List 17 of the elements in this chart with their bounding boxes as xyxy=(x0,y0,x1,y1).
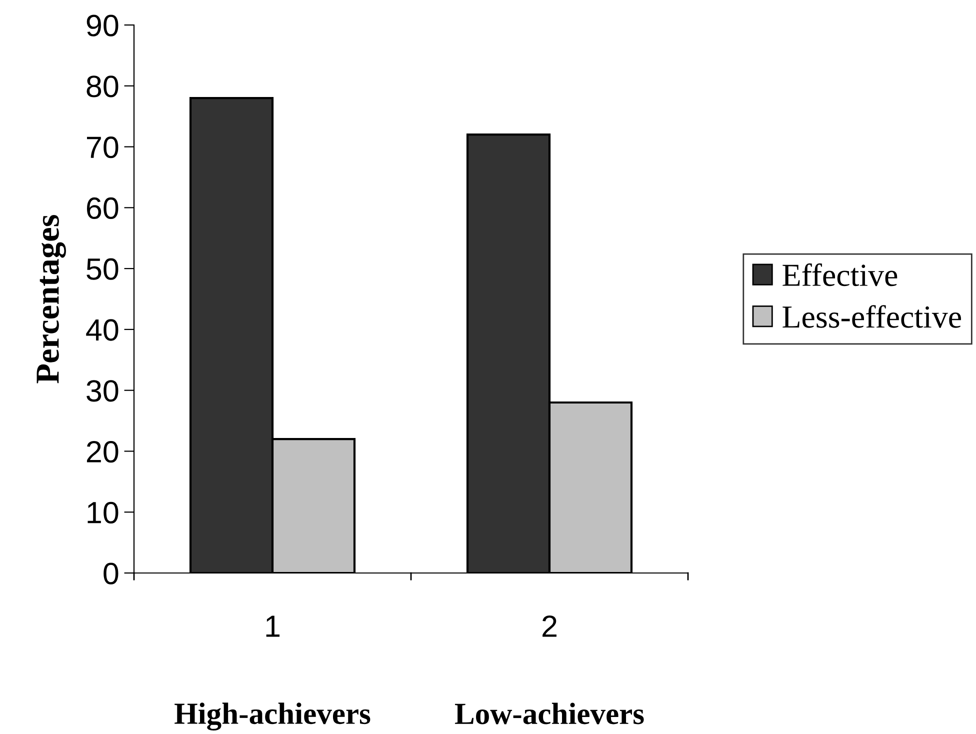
y-tick-label: 80 xyxy=(86,76,118,98)
y-tick-label: 50 xyxy=(86,258,118,280)
x-tick-label: 2 xyxy=(542,615,556,637)
text: Low-achievers xyxy=(454,702,644,724)
legend-label: Less-effective xyxy=(782,305,961,328)
y-tick-label: 60 xyxy=(86,197,118,220)
legend-label: Effective xyxy=(782,263,898,286)
y-tick-label: 40 xyxy=(86,319,118,341)
y-tick-label: 30 xyxy=(86,380,118,402)
x-tick-label: 1 xyxy=(266,616,280,637)
y-tick-label: 70 xyxy=(87,136,118,158)
y-tick-label: 0 xyxy=(104,562,118,584)
y-axis-title: Percentages xyxy=(36,214,66,384)
text: High-achievers xyxy=(174,702,370,731)
y-tick-label: 20 xyxy=(86,440,118,463)
y-tick-label: 10 xyxy=(88,502,118,524)
y-tick-label: 90 xyxy=(86,14,118,36)
